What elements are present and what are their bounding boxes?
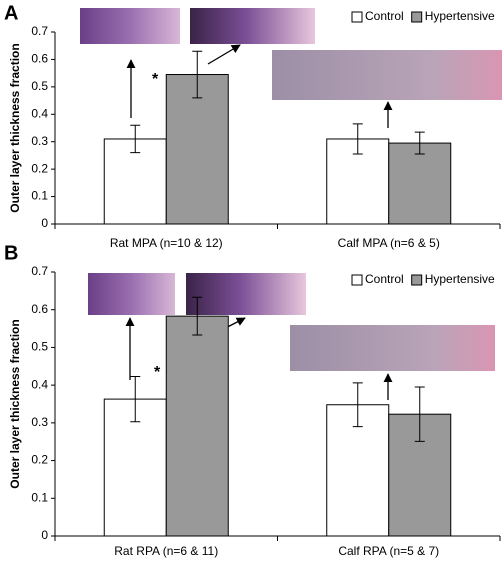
error-bar (414, 131, 425, 155)
histology-inset (80, 8, 180, 44)
panel-label: A (4, 2, 18, 24)
legend-label: Control (365, 9, 404, 23)
x-tick-label: Rat MPA (n=10 & 12) (110, 236, 223, 250)
y-tick-label: 0.5 (31, 79, 48, 93)
y-tick-label: 0.3 (31, 415, 48, 429)
legend-label: Hypertensive (425, 272, 495, 286)
x-tick-label: Rat RPA (n=6 & 11) (114, 544, 218, 558)
legend-label: Hypertensive (425, 9, 495, 23)
x-tick-label: Calf RPA (n=5 & 7) (338, 544, 439, 558)
y-axis-title: Outer layer thickness fraction (8, 43, 22, 212)
legend-swatch (351, 274, 363, 286)
x-tick-label: Calf MPA (n=6 & 5) (338, 236, 440, 250)
error-bar (130, 124, 141, 154)
histology-inset (190, 8, 315, 44)
y-tick-label: 0.2 (31, 161, 48, 175)
error-bar (130, 375, 141, 423)
bar (165, 315, 229, 537)
arrow (207, 44, 241, 65)
y-tick-label: 0.1 (31, 189, 48, 203)
panel-label: B (4, 242, 18, 264)
y-tick-label: 0.6 (31, 52, 48, 66)
legend-swatch (411, 274, 423, 286)
legend-swatch (351, 11, 363, 23)
error-bar (352, 382, 363, 428)
y-axis-title: Outer layer thickness fraction (8, 319, 22, 488)
error-bar (192, 296, 203, 336)
y-tick-label: 0.3 (31, 134, 48, 148)
legend-label: Control (365, 272, 404, 286)
error-bar (414, 386, 425, 442)
y-tick-label: 0.1 (31, 490, 48, 504)
histology-inset (290, 325, 495, 371)
y-tick-label: 0.4 (31, 377, 48, 391)
significance-marker: * (152, 71, 159, 88)
error-bar (192, 50, 203, 99)
bar (165, 74, 229, 225)
y-tick-label: 0.7 (31, 24, 48, 38)
histology-inset (272, 50, 502, 100)
legend-swatch (411, 11, 423, 23)
y-tick-label: 0.4 (31, 106, 48, 120)
y-tick-label: 0 (41, 216, 48, 230)
significance-marker: * (154, 364, 161, 381)
y-tick-label: 0.7 (31, 264, 48, 278)
error-bar (352, 123, 363, 155)
insets (80, 8, 502, 400)
histology-inset (88, 273, 175, 315)
y-tick-label: 0.5 (31, 340, 48, 354)
y-tick-label: 0 (41, 528, 48, 542)
bar (388, 142, 452, 225)
y-tick-label: 0.2 (31, 453, 48, 467)
histology-inset (186, 273, 306, 315)
y-tick-label: 0.6 (31, 302, 48, 316)
